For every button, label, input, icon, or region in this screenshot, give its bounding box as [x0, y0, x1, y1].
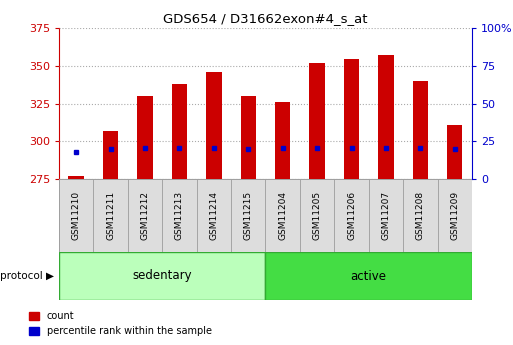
Text: GSM11212: GSM11212: [141, 191, 149, 240]
Text: GSM11206: GSM11206: [347, 191, 356, 240]
Legend: count, percentile rank within the sample: count, percentile rank within the sample: [25, 307, 215, 340]
Bar: [206, 72, 222, 179]
Text: GSM11213: GSM11213: [175, 191, 184, 240]
Bar: [241, 96, 256, 179]
Text: GSM11207: GSM11207: [382, 191, 390, 240]
FancyBboxPatch shape: [196, 179, 231, 252]
FancyBboxPatch shape: [403, 179, 438, 252]
FancyBboxPatch shape: [128, 179, 162, 252]
FancyBboxPatch shape: [265, 179, 300, 252]
Text: GSM11205: GSM11205: [312, 191, 322, 240]
Text: GSM11215: GSM11215: [244, 191, 253, 240]
Bar: [172, 84, 187, 179]
Bar: [137, 96, 153, 179]
FancyBboxPatch shape: [59, 179, 93, 252]
FancyBboxPatch shape: [438, 179, 472, 252]
FancyBboxPatch shape: [300, 179, 334, 252]
Bar: [412, 81, 428, 179]
FancyBboxPatch shape: [334, 179, 369, 252]
FancyBboxPatch shape: [369, 179, 403, 252]
Text: GSM11208: GSM11208: [416, 191, 425, 240]
Bar: [344, 59, 359, 179]
Title: GDS654 / D31662exon#4_s_at: GDS654 / D31662exon#4_s_at: [163, 12, 368, 25]
Bar: [378, 55, 393, 179]
Bar: [309, 62, 325, 179]
Bar: [275, 102, 290, 179]
Bar: [103, 131, 119, 179]
Text: sedentary: sedentary: [132, 269, 192, 283]
FancyBboxPatch shape: [59, 252, 265, 300]
FancyBboxPatch shape: [93, 179, 128, 252]
FancyBboxPatch shape: [231, 179, 265, 252]
Text: active: active: [351, 269, 387, 283]
Bar: [68, 176, 84, 179]
Text: protocol ▶: protocol ▶: [1, 271, 54, 281]
Text: GSM11214: GSM11214: [209, 191, 219, 240]
Text: GSM11211: GSM11211: [106, 191, 115, 240]
Text: GSM11210: GSM11210: [72, 191, 81, 240]
FancyBboxPatch shape: [162, 179, 196, 252]
Bar: [447, 125, 463, 179]
Text: GSM11204: GSM11204: [278, 191, 287, 240]
FancyBboxPatch shape: [265, 252, 472, 300]
Text: GSM11209: GSM11209: [450, 191, 459, 240]
FancyBboxPatch shape: [59, 179, 472, 252]
